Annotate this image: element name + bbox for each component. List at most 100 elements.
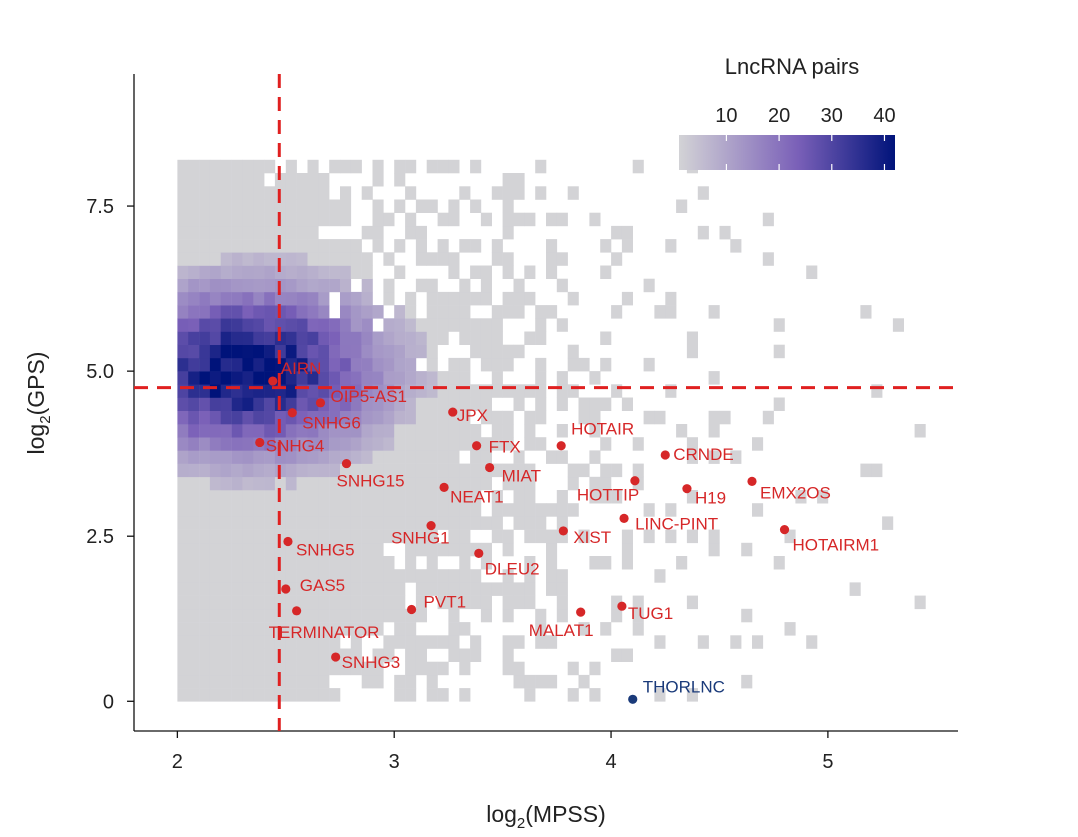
heatmap-cell (209, 384, 221, 398)
heatmap-cell (448, 212, 460, 227)
heatmap-cell (394, 173, 406, 187)
heatmap-cell (242, 569, 254, 583)
heatmap-cell (752, 437, 764, 451)
heatmap-cell (199, 476, 211, 491)
heatmap-cell (177, 173, 189, 187)
heatmap-cell (437, 252, 449, 266)
heatmap-cell (448, 595, 460, 610)
heatmap-cell (264, 397, 276, 411)
heatmap-cell (350, 397, 362, 411)
heatmap-cell (199, 529, 211, 544)
heatmap-cell (285, 278, 297, 293)
heatmap-cell (361, 476, 373, 491)
heatmap-cell (350, 424, 362, 438)
heatmap-cell (329, 622, 341, 636)
heatmap-cell (405, 344, 417, 359)
heatmap-cell (296, 424, 308, 438)
heatmap-cell (340, 212, 352, 227)
heatmap-cell (350, 318, 362, 332)
heatmap-cell (329, 463, 341, 478)
heatmap-cell (556, 595, 568, 610)
heatmap-cell (405, 331, 417, 345)
heatmap-cell (253, 265, 265, 279)
heatmap-cell (209, 318, 221, 332)
heatmap-cell (231, 371, 243, 385)
heatmap-cell (643, 503, 655, 517)
heatmap-cell (264, 265, 276, 279)
heatmap-cell (350, 291, 362, 306)
heatmap-cell (491, 490, 503, 504)
heatmap-cell (556, 252, 568, 266)
heatmap-cell (394, 424, 406, 438)
heatmap-cell (459, 490, 471, 504)
heatmap-cell (535, 159, 547, 174)
heatmap-cell (361, 397, 373, 411)
heatmap-cell (253, 608, 265, 623)
heatmap-cell (784, 529, 796, 544)
heatmap-cell (264, 648, 276, 662)
heatmap-cell (220, 344, 232, 359)
heatmap-cell (199, 159, 211, 174)
heatmap-cell (621, 225, 633, 240)
heatmap-cell (448, 357, 460, 372)
heatmap-cell (177, 622, 189, 636)
heatmap-cell (350, 635, 362, 649)
heatmap-cell (274, 199, 286, 213)
heatmap-cell (209, 569, 221, 583)
heatmap-cell (524, 569, 536, 583)
heatmap-cell (480, 450, 492, 464)
heatmap-cell (556, 371, 568, 385)
heatmap-cell (177, 516, 189, 530)
heatmap-cell (231, 674, 243, 689)
heatmap-cell (242, 595, 254, 610)
heatmap-cell (231, 252, 243, 266)
heatmap-cell (502, 503, 514, 517)
heatmap-cell (264, 542, 276, 557)
heatmap-cell (264, 463, 276, 478)
heatmap-cell (394, 199, 406, 213)
heatmap-cell (318, 424, 330, 438)
heatmap-cell (686, 331, 698, 345)
heatmap-cell (470, 476, 482, 491)
heatmap-cell (405, 661, 417, 676)
heatmap-cell (600, 331, 612, 345)
heatmap-cell (415, 410, 427, 425)
heatmap-cell (383, 608, 395, 623)
heatmap-cell (426, 542, 438, 557)
heatmap-cell (188, 595, 200, 610)
heatmap-cell (285, 542, 297, 557)
heatmap-cell (340, 529, 352, 544)
heatmap-cell (513, 661, 525, 676)
heatmap-cell (491, 529, 503, 544)
heatmap-cell (589, 450, 601, 464)
heatmap-cell (329, 424, 341, 438)
legend-tick-label: 20 (768, 105, 790, 127)
heatmap-cell (502, 463, 514, 478)
heatmap-cell (415, 582, 427, 596)
heatmap-cell (296, 608, 308, 623)
heatmap-cell (426, 252, 438, 266)
heatmap-cell (318, 278, 330, 293)
heatmap-cell (329, 556, 341, 570)
heatmap-cell (285, 318, 297, 332)
heatmap-cell (253, 344, 265, 359)
heatmap-cell (546, 212, 558, 227)
heatmap-cell (448, 424, 460, 438)
heatmap-cell (188, 265, 200, 279)
heatmap-cell (611, 595, 623, 610)
heatmap-cell (405, 397, 417, 411)
heatmap-cell (437, 397, 449, 411)
heatmap-cell (741, 608, 753, 623)
heatmap-cell (535, 318, 547, 332)
heatmap-cell (513, 463, 525, 478)
heatmap-cell (242, 516, 254, 530)
heatmap-cell (340, 159, 352, 174)
heatmap-cell (632, 159, 644, 174)
heatmap-cell (307, 648, 319, 662)
heatmap-cell (188, 397, 200, 411)
heatmap-cell (513, 635, 525, 649)
heatmap-cell (329, 608, 341, 623)
heatmap-cell (253, 199, 265, 213)
heatmap-cell (415, 516, 427, 530)
heatmap-cell (242, 357, 254, 372)
